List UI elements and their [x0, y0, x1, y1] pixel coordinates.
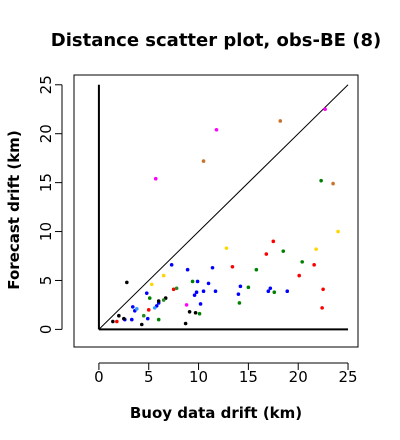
data-point-yellow — [224, 246, 229, 250]
data-point-orange — [331, 181, 335, 186]
data-point-orange — [278, 119, 283, 123]
data-point-black — [125, 280, 129, 285]
data-point-blue — [185, 267, 190, 272]
data-point-red — [320, 306, 324, 310]
x-axis-title: Buoy data drift (km) — [130, 404, 302, 422]
data-point-magenta — [153, 176, 158, 181]
data-point-blue — [169, 263, 174, 267]
data-point-green — [319, 178, 323, 183]
data-point-red — [171, 287, 176, 292]
data-point-black — [139, 322, 144, 327]
data-point-darkgreen — [141, 313, 146, 318]
data-point-black — [187, 309, 192, 314]
data-point-blue — [210, 265, 215, 270]
data-point-black — [183, 321, 188, 326]
data-point-blue — [129, 317, 134, 322]
data-point-blue — [285, 289, 290, 294]
data-point-blue — [201, 289, 206, 294]
data-point-red — [230, 264, 235, 269]
x-tick-label: 25 — [338, 368, 357, 386]
plot-frame — [73, 74, 359, 348]
x-tick-label: 20 — [289, 368, 308, 386]
y-tick-label: 10 — [37, 222, 55, 241]
chart-title: Distance scatter plot, obs-BE (8) — [51, 30, 381, 51]
data-point-blue — [192, 293, 197, 297]
plot-marks — [97, 84, 349, 331]
data-point-blue — [213, 289, 218, 294]
data-point-blue — [145, 316, 150, 321]
data-point-red — [264, 252, 269, 256]
data-point-yellow — [149, 282, 154, 287]
data-point-black — [111, 319, 115, 324]
data-point-blue — [198, 302, 203, 306]
data-point-blue — [194, 290, 199, 295]
data-point-black — [193, 310, 198, 315]
data-point-yellow — [161, 273, 166, 278]
data-point-red — [271, 239, 276, 244]
identity-reference-line — [98, 84, 349, 330]
data-point-green — [190, 279, 195, 284]
data-point-red — [297, 273, 302, 278]
y-tick-label: 0 — [37, 325, 55, 335]
data-point-blue — [236, 292, 241, 296]
data-point-lightblue — [152, 306, 157, 310]
data-point-black — [122, 316, 126, 321]
data-point-blue — [238, 284, 243, 289]
y-axis: 0 5 10 15 20 25 — [37, 75, 63, 335]
data-point-yellow — [314, 247, 318, 251]
data-point-magenta — [323, 107, 327, 112]
data-point-green — [156, 317, 161, 322]
y-tick-label: 5 — [37, 276, 55, 286]
x-tick-label: 15 — [239, 368, 258, 386]
data-point-blue — [144, 291, 149, 295]
data-point-darkgreen — [161, 298, 166, 302]
y-tick-label: 25 — [37, 75, 55, 94]
x-tick-label: 10 — [189, 368, 208, 386]
data-point-green — [254, 267, 259, 272]
x-axis: 0 5 10 15 20 25 — [94, 362, 358, 386]
data-point-yellow — [336, 229, 340, 234]
data-point-green — [246, 285, 251, 290]
data-point-darkgreen — [174, 286, 179, 291]
data-point-black — [156, 299, 161, 303]
data-point-green — [197, 311, 202, 316]
data-point-orange — [201, 159, 206, 163]
x-tick-label: 0 — [94, 368, 104, 386]
data-point-blue — [195, 279, 200, 284]
data-point-green — [281, 249, 286, 253]
data-point-red — [312, 263, 316, 267]
data-point-magenta — [184, 303, 189, 307]
data-point-blue — [268, 286, 273, 291]
data-point-green — [237, 301, 242, 305]
data-point-red — [321, 287, 325, 292]
data-point-green — [272, 290, 277, 295]
data-point-blue — [130, 305, 135, 309]
data-point-blue — [266, 289, 271, 294]
data-point-black — [117, 313, 121, 318]
y-tick-label: 20 — [37, 124, 55, 143]
x-tick-label: 5 — [144, 368, 154, 386]
data-point-green — [147, 296, 152, 300]
data-point-red — [115, 319, 119, 324]
data-point-blue — [206, 281, 211, 286]
y-tick-label: 15 — [37, 173, 55, 192]
data-point-magenta — [214, 127, 219, 132]
y-axis-title: Forecast drift (km) — [5, 130, 23, 289]
data-point-red — [146, 308, 151, 312]
data-point-green — [300, 260, 304, 264]
data-point-lightblue — [134, 307, 139, 311]
